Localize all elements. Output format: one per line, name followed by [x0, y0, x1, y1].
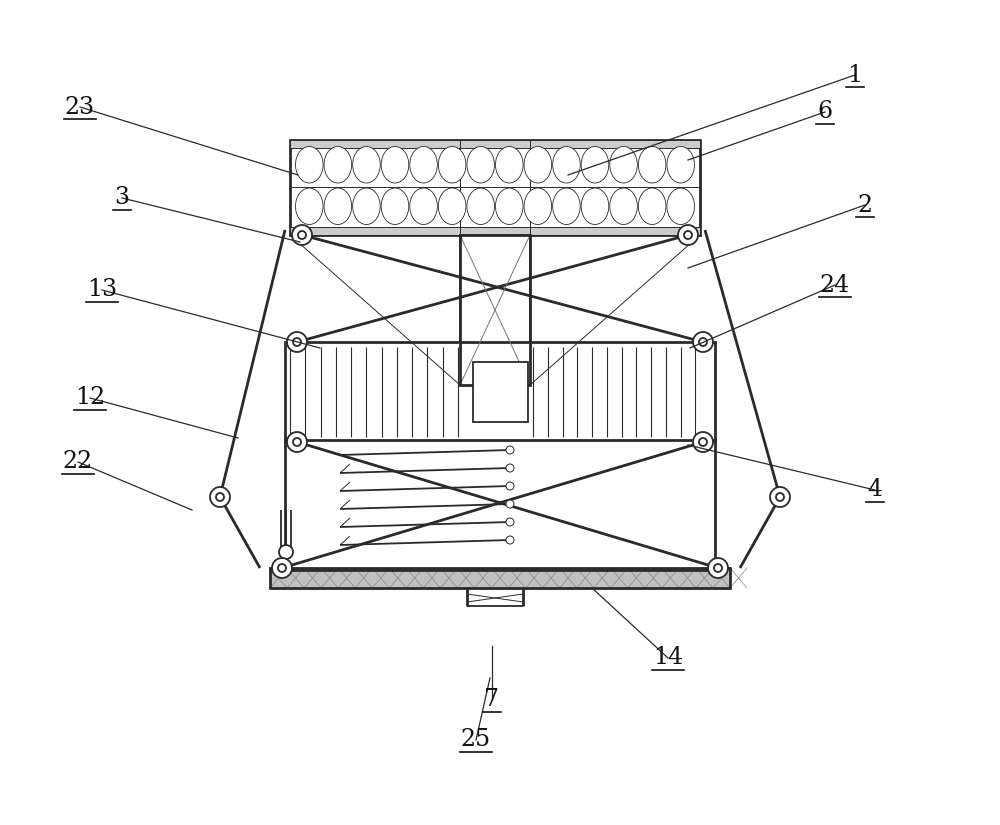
Ellipse shape [410, 147, 437, 183]
Bar [290, 227, 700, 235]
Circle shape [293, 338, 301, 346]
Text: 23: 23 [65, 96, 95, 119]
Circle shape [684, 231, 692, 239]
Circle shape [699, 338, 707, 346]
Ellipse shape [410, 188, 437, 224]
Bar [460, 235, 530, 385]
Circle shape [506, 464, 514, 472]
Circle shape [506, 482, 514, 490]
Ellipse shape [467, 147, 494, 183]
Ellipse shape [353, 147, 380, 183]
Ellipse shape [296, 188, 323, 224]
Ellipse shape [524, 147, 552, 183]
Ellipse shape [638, 147, 666, 183]
Ellipse shape [496, 188, 523, 224]
Circle shape [278, 564, 286, 572]
Bar [285, 342, 715, 442]
Bar [285, 440, 715, 570]
Ellipse shape [324, 147, 352, 183]
Circle shape [708, 558, 728, 578]
Circle shape [279, 545, 293, 559]
Circle shape [272, 558, 292, 578]
Circle shape [216, 493, 224, 501]
Ellipse shape [610, 188, 637, 224]
Text: 1: 1 [847, 64, 863, 87]
Ellipse shape [667, 147, 695, 183]
Circle shape [293, 438, 301, 446]
Circle shape [714, 564, 722, 572]
Circle shape [210, 487, 230, 507]
Text: 13: 13 [87, 279, 117, 301]
Ellipse shape [438, 188, 466, 224]
Text: 22: 22 [63, 450, 93, 474]
Circle shape [693, 432, 713, 452]
Circle shape [292, 225, 312, 245]
Circle shape [776, 493, 784, 501]
Ellipse shape [553, 188, 580, 224]
Ellipse shape [638, 188, 666, 224]
Bar [460, 235, 530, 385]
Ellipse shape [324, 188, 352, 224]
Ellipse shape [553, 147, 580, 183]
Bar [290, 140, 700, 235]
Text: 3: 3 [114, 186, 130, 210]
Circle shape [506, 536, 514, 544]
Text: 7: 7 [484, 689, 500, 711]
Text: 14: 14 [653, 647, 683, 670]
Text: 2: 2 [857, 194, 873, 216]
Ellipse shape [381, 188, 409, 224]
Circle shape [506, 446, 514, 454]
Ellipse shape [381, 147, 409, 183]
Ellipse shape [496, 147, 523, 183]
Circle shape [287, 332, 307, 352]
Ellipse shape [438, 147, 466, 183]
Circle shape [693, 332, 713, 352]
Text: 24: 24 [820, 274, 850, 296]
Bar [290, 140, 700, 148]
Circle shape [506, 500, 514, 508]
Ellipse shape [524, 188, 552, 224]
Text: 6: 6 [817, 101, 833, 124]
Circle shape [770, 487, 790, 507]
Circle shape [298, 231, 306, 239]
Ellipse shape [667, 188, 695, 224]
Ellipse shape [296, 147, 323, 183]
Bar [473, 362, 528, 422]
Ellipse shape [581, 147, 609, 183]
Ellipse shape [581, 188, 609, 224]
Ellipse shape [610, 147, 637, 183]
Text: 4: 4 [867, 478, 883, 502]
Ellipse shape [467, 188, 494, 224]
Circle shape [678, 225, 698, 245]
Text: 12: 12 [75, 386, 105, 409]
Ellipse shape [353, 188, 380, 224]
Bar [270, 568, 730, 588]
Circle shape [699, 438, 707, 446]
Text: 25: 25 [461, 728, 491, 752]
Circle shape [287, 432, 307, 452]
Circle shape [506, 518, 514, 526]
Polygon shape [270, 568, 730, 588]
